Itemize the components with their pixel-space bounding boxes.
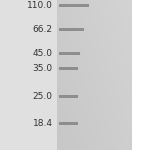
Text: 45.0: 45.0 — [33, 49, 52, 58]
Text: 110.0: 110.0 — [27, 1, 52, 10]
Bar — [58, 95, 78, 98]
Bar — [58, 67, 78, 70]
Text: 66.2: 66.2 — [33, 25, 52, 34]
Bar — [58, 4, 88, 7]
Bar — [58, 28, 84, 31]
Bar — [58, 52, 80, 55]
Bar — [58, 122, 78, 125]
Text: 35.0: 35.0 — [32, 64, 52, 73]
Text: 18.4: 18.4 — [33, 119, 52, 128]
Bar — [132, 0, 150, 150]
Text: 25.0: 25.0 — [33, 92, 52, 101]
